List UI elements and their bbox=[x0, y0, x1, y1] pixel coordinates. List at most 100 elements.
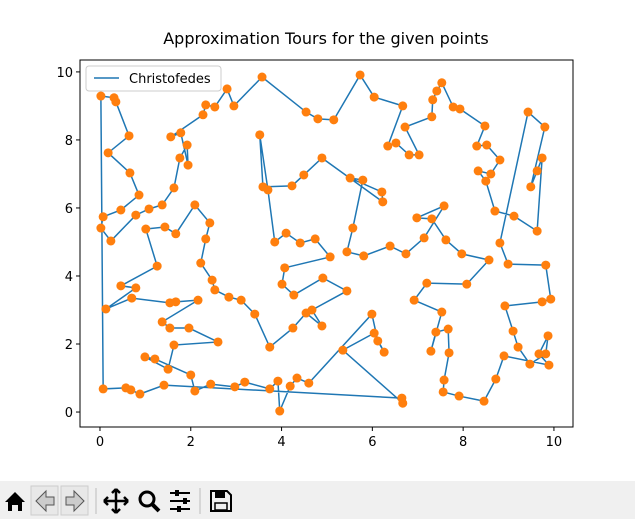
pan-icon[interactable] bbox=[103, 488, 129, 514]
tour-point bbox=[439, 375, 449, 385]
zoom-handle[interactable] bbox=[150, 502, 161, 513]
tour-point bbox=[428, 95, 438, 105]
tour-point bbox=[157, 317, 167, 327]
save-button[interactable] bbox=[207, 486, 234, 515]
tour-point bbox=[444, 348, 454, 358]
tour-point bbox=[265, 342, 275, 352]
tour-point bbox=[175, 153, 185, 163]
tour-point bbox=[285, 381, 295, 391]
configure-button[interactable] bbox=[166, 486, 193, 515]
tour-point bbox=[193, 295, 203, 305]
tour-point bbox=[287, 181, 297, 191]
home-icon[interactable] bbox=[5, 492, 25, 511]
tour-point bbox=[183, 160, 193, 170]
pan-button[interactable] bbox=[103, 486, 130, 515]
tour-point bbox=[222, 84, 232, 94]
save-icon-slot[interactable] bbox=[215, 492, 225, 498]
tour-point bbox=[313, 114, 323, 124]
tour-point bbox=[541, 349, 551, 359]
tour-point bbox=[525, 359, 535, 369]
x-tick-label: 0 bbox=[96, 435, 104, 450]
tour-point bbox=[479, 396, 489, 406]
save-icon-label[interactable] bbox=[214, 502, 228, 511]
back-button[interactable] bbox=[30, 485, 59, 516]
tour-point bbox=[338, 345, 348, 355]
tour-point bbox=[98, 212, 108, 222]
tour-point bbox=[270, 237, 280, 247]
tour-point bbox=[184, 323, 194, 333]
save-icon[interactable] bbox=[210, 490, 232, 512]
tour-point bbox=[495, 238, 505, 248]
tour-point bbox=[490, 206, 500, 216]
tour-point bbox=[125, 168, 135, 178]
zoom-icon[interactable] bbox=[138, 490, 156, 508]
tour-point bbox=[111, 97, 121, 107]
tour-point bbox=[373, 336, 383, 346]
tour-point bbox=[131, 210, 141, 220]
plot-area bbox=[96, 70, 556, 416]
tour-point bbox=[176, 128, 186, 138]
tour-point bbox=[427, 112, 437, 122]
axes-frame bbox=[79, 59, 574, 428]
tour-point bbox=[318, 273, 328, 283]
tour-point bbox=[503, 259, 513, 269]
tour-point bbox=[369, 92, 379, 102]
tour-point bbox=[443, 324, 453, 334]
tour-point bbox=[295, 238, 305, 248]
forward-button[interactable] bbox=[60, 485, 89, 516]
zoom-button[interactable] bbox=[135, 486, 162, 515]
tour-point bbox=[201, 234, 211, 244]
tour-point bbox=[101, 304, 111, 314]
home-button[interactable] bbox=[2, 486, 29, 515]
slider-knob[interactable] bbox=[177, 506, 181, 512]
tour-point bbox=[140, 352, 150, 362]
tour-point bbox=[342, 286, 352, 296]
tour-point bbox=[169, 340, 179, 350]
tour-point bbox=[292, 373, 302, 383]
tour-point bbox=[438, 387, 448, 397]
tour-point bbox=[171, 297, 181, 307]
tour-point bbox=[171, 229, 181, 239]
toolbar-background bbox=[0, 481, 635, 519]
tour-point bbox=[534, 349, 544, 359]
slider-knob[interactable] bbox=[175, 490, 179, 496]
tour-point bbox=[486, 169, 496, 179]
tour-point bbox=[546, 294, 556, 304]
tour-point bbox=[391, 138, 401, 148]
tour-point bbox=[325, 252, 335, 262]
tour-point bbox=[427, 214, 437, 224]
back-icon[interactable] bbox=[35, 489, 55, 513]
tour-point bbox=[229, 101, 239, 111]
tour-point bbox=[304, 378, 314, 388]
tour-point bbox=[190, 386, 200, 396]
tour-point bbox=[369, 328, 379, 338]
tour-point bbox=[310, 234, 320, 244]
x-tick-label: 2 bbox=[187, 435, 195, 450]
tour-point bbox=[165, 323, 175, 333]
tour-point bbox=[277, 279, 287, 289]
tour-point bbox=[509, 211, 519, 221]
tour-point bbox=[439, 201, 449, 211]
tour-point bbox=[414, 150, 424, 160]
tour-point bbox=[281, 228, 291, 238]
forward-icon[interactable] bbox=[65, 489, 85, 513]
tour-point bbox=[422, 278, 432, 288]
tour-point bbox=[186, 370, 196, 380]
tour-point bbox=[205, 218, 215, 228]
tour-point bbox=[437, 78, 447, 88]
tour-point bbox=[499, 351, 509, 361]
tour-point bbox=[454, 391, 464, 401]
tour-point bbox=[457, 249, 467, 259]
tour-point bbox=[210, 285, 220, 295]
tour-point bbox=[419, 233, 429, 243]
tour-point bbox=[96, 91, 106, 101]
tour-point bbox=[134, 190, 144, 200]
slider-knob[interactable] bbox=[183, 498, 187, 504]
tour-point bbox=[544, 360, 554, 370]
tour-point bbox=[398, 101, 408, 111]
tour-point bbox=[190, 200, 200, 210]
tour-point bbox=[437, 307, 447, 317]
tour-point bbox=[166, 132, 176, 142]
tour-point bbox=[329, 115, 339, 125]
tour-point bbox=[385, 241, 395, 251]
